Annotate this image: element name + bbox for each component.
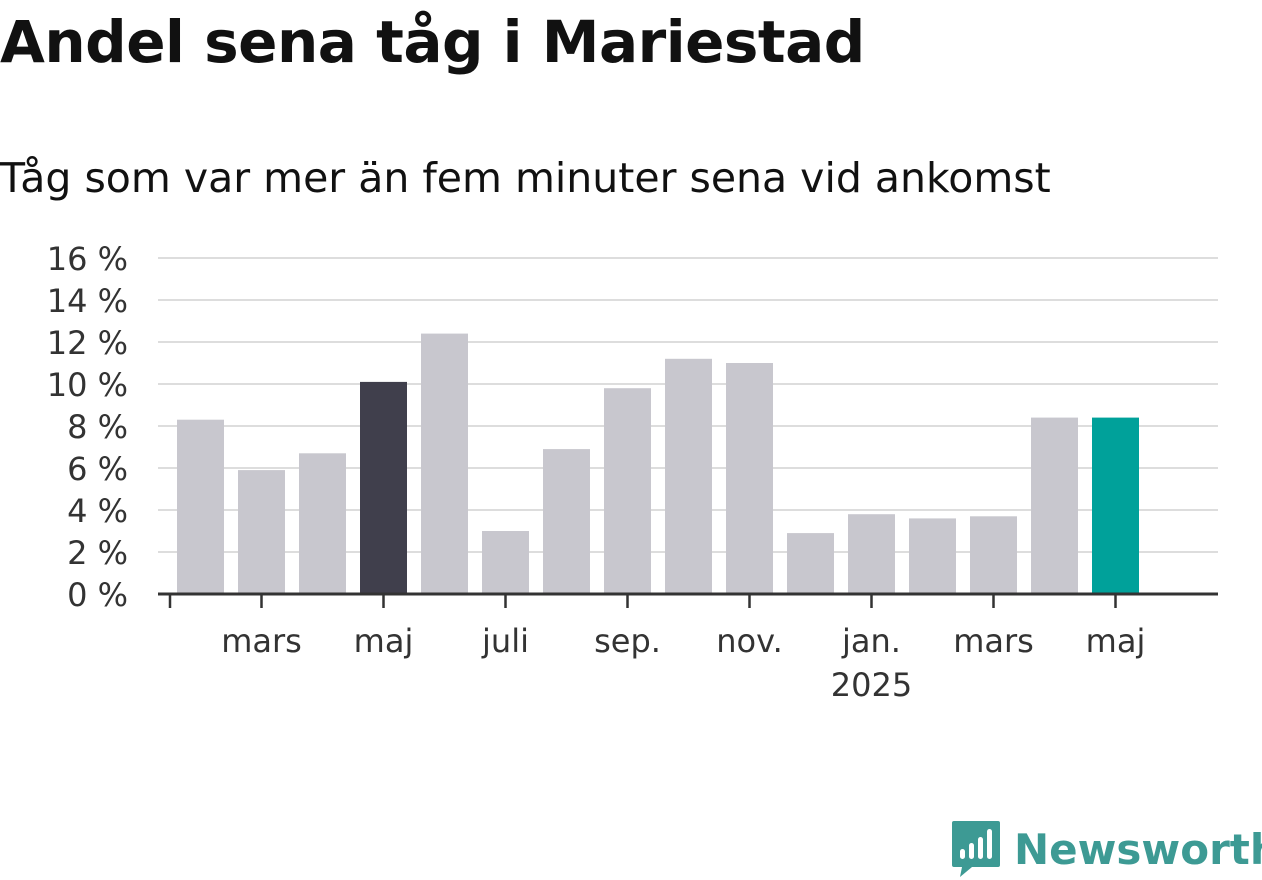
- bar-2025-01: [848, 514, 895, 594]
- x-tick-year-label: 2025: [831, 666, 912, 704]
- bar-2024-10: [665, 358, 712, 594]
- bar-2024-05: [360, 381, 407, 594]
- bar-2024-02: [177, 419, 224, 594]
- bar-2025-05: [1092, 417, 1139, 594]
- x-tick-label: maj: [354, 622, 414, 660]
- bars: [177, 333, 1139, 594]
- bar-2024-03: [238, 470, 285, 594]
- y-tick-label: 12 %: [47, 324, 128, 362]
- x-tick-label: juli: [481, 622, 529, 660]
- bar-2024-08: [543, 449, 590, 594]
- y-tick-label: 14 %: [47, 282, 128, 320]
- bar-2025-04: [1031, 417, 1078, 594]
- bar-2025-02: [909, 518, 956, 594]
- y-tick-label: 10 %: [47, 366, 128, 404]
- y-tick-label: 6 %: [67, 450, 128, 488]
- chart-subtitle: Tåg som var mer än fem minuter sena vid …: [0, 154, 1051, 202]
- x-tick-label: jan.: [841, 622, 901, 660]
- x-axis: [158, 592, 1218, 608]
- y-tick-label: 0 %: [67, 576, 128, 614]
- newsworthy-logo-icon: [952, 821, 1000, 877]
- x-tick-label: mars: [953, 622, 1034, 660]
- bar-2024-06: [421, 333, 468, 594]
- bar-2024-09: [604, 388, 651, 594]
- newsworthy-logo: Newsworthy: [950, 818, 1262, 880]
- bar-2024-07: [482, 531, 529, 594]
- chart-title: Andel sena tåg i Mariestad: [0, 8, 865, 76]
- x-tick-label: maj: [1086, 622, 1146, 660]
- x-tick-label: sep.: [594, 622, 661, 660]
- y-tick-label: 4 %: [67, 492, 128, 530]
- bar-2024-11: [726, 363, 773, 594]
- bar-2024-12: [787, 533, 834, 594]
- y-tick-label: 8 %: [67, 408, 128, 446]
- x-tick-label: nov.: [716, 622, 782, 660]
- y-tick-label: 16 %: [47, 240, 128, 278]
- y-tick-label: 2 %: [67, 534, 128, 572]
- y-axis-labels: 0 % 2 % 4 % 6 % 8 % 10 % 12 % 14 % 16 %: [47, 240, 128, 614]
- x-tick-label: mars: [221, 622, 302, 660]
- brand-name: Newsworthy: [1014, 824, 1262, 874]
- bar-2024-04: [299, 453, 346, 594]
- x-axis-labels: mars maj juli sep. nov. jan. 2025 mars maj: [221, 622, 1145, 704]
- bar-2025-03: [970, 516, 1017, 594]
